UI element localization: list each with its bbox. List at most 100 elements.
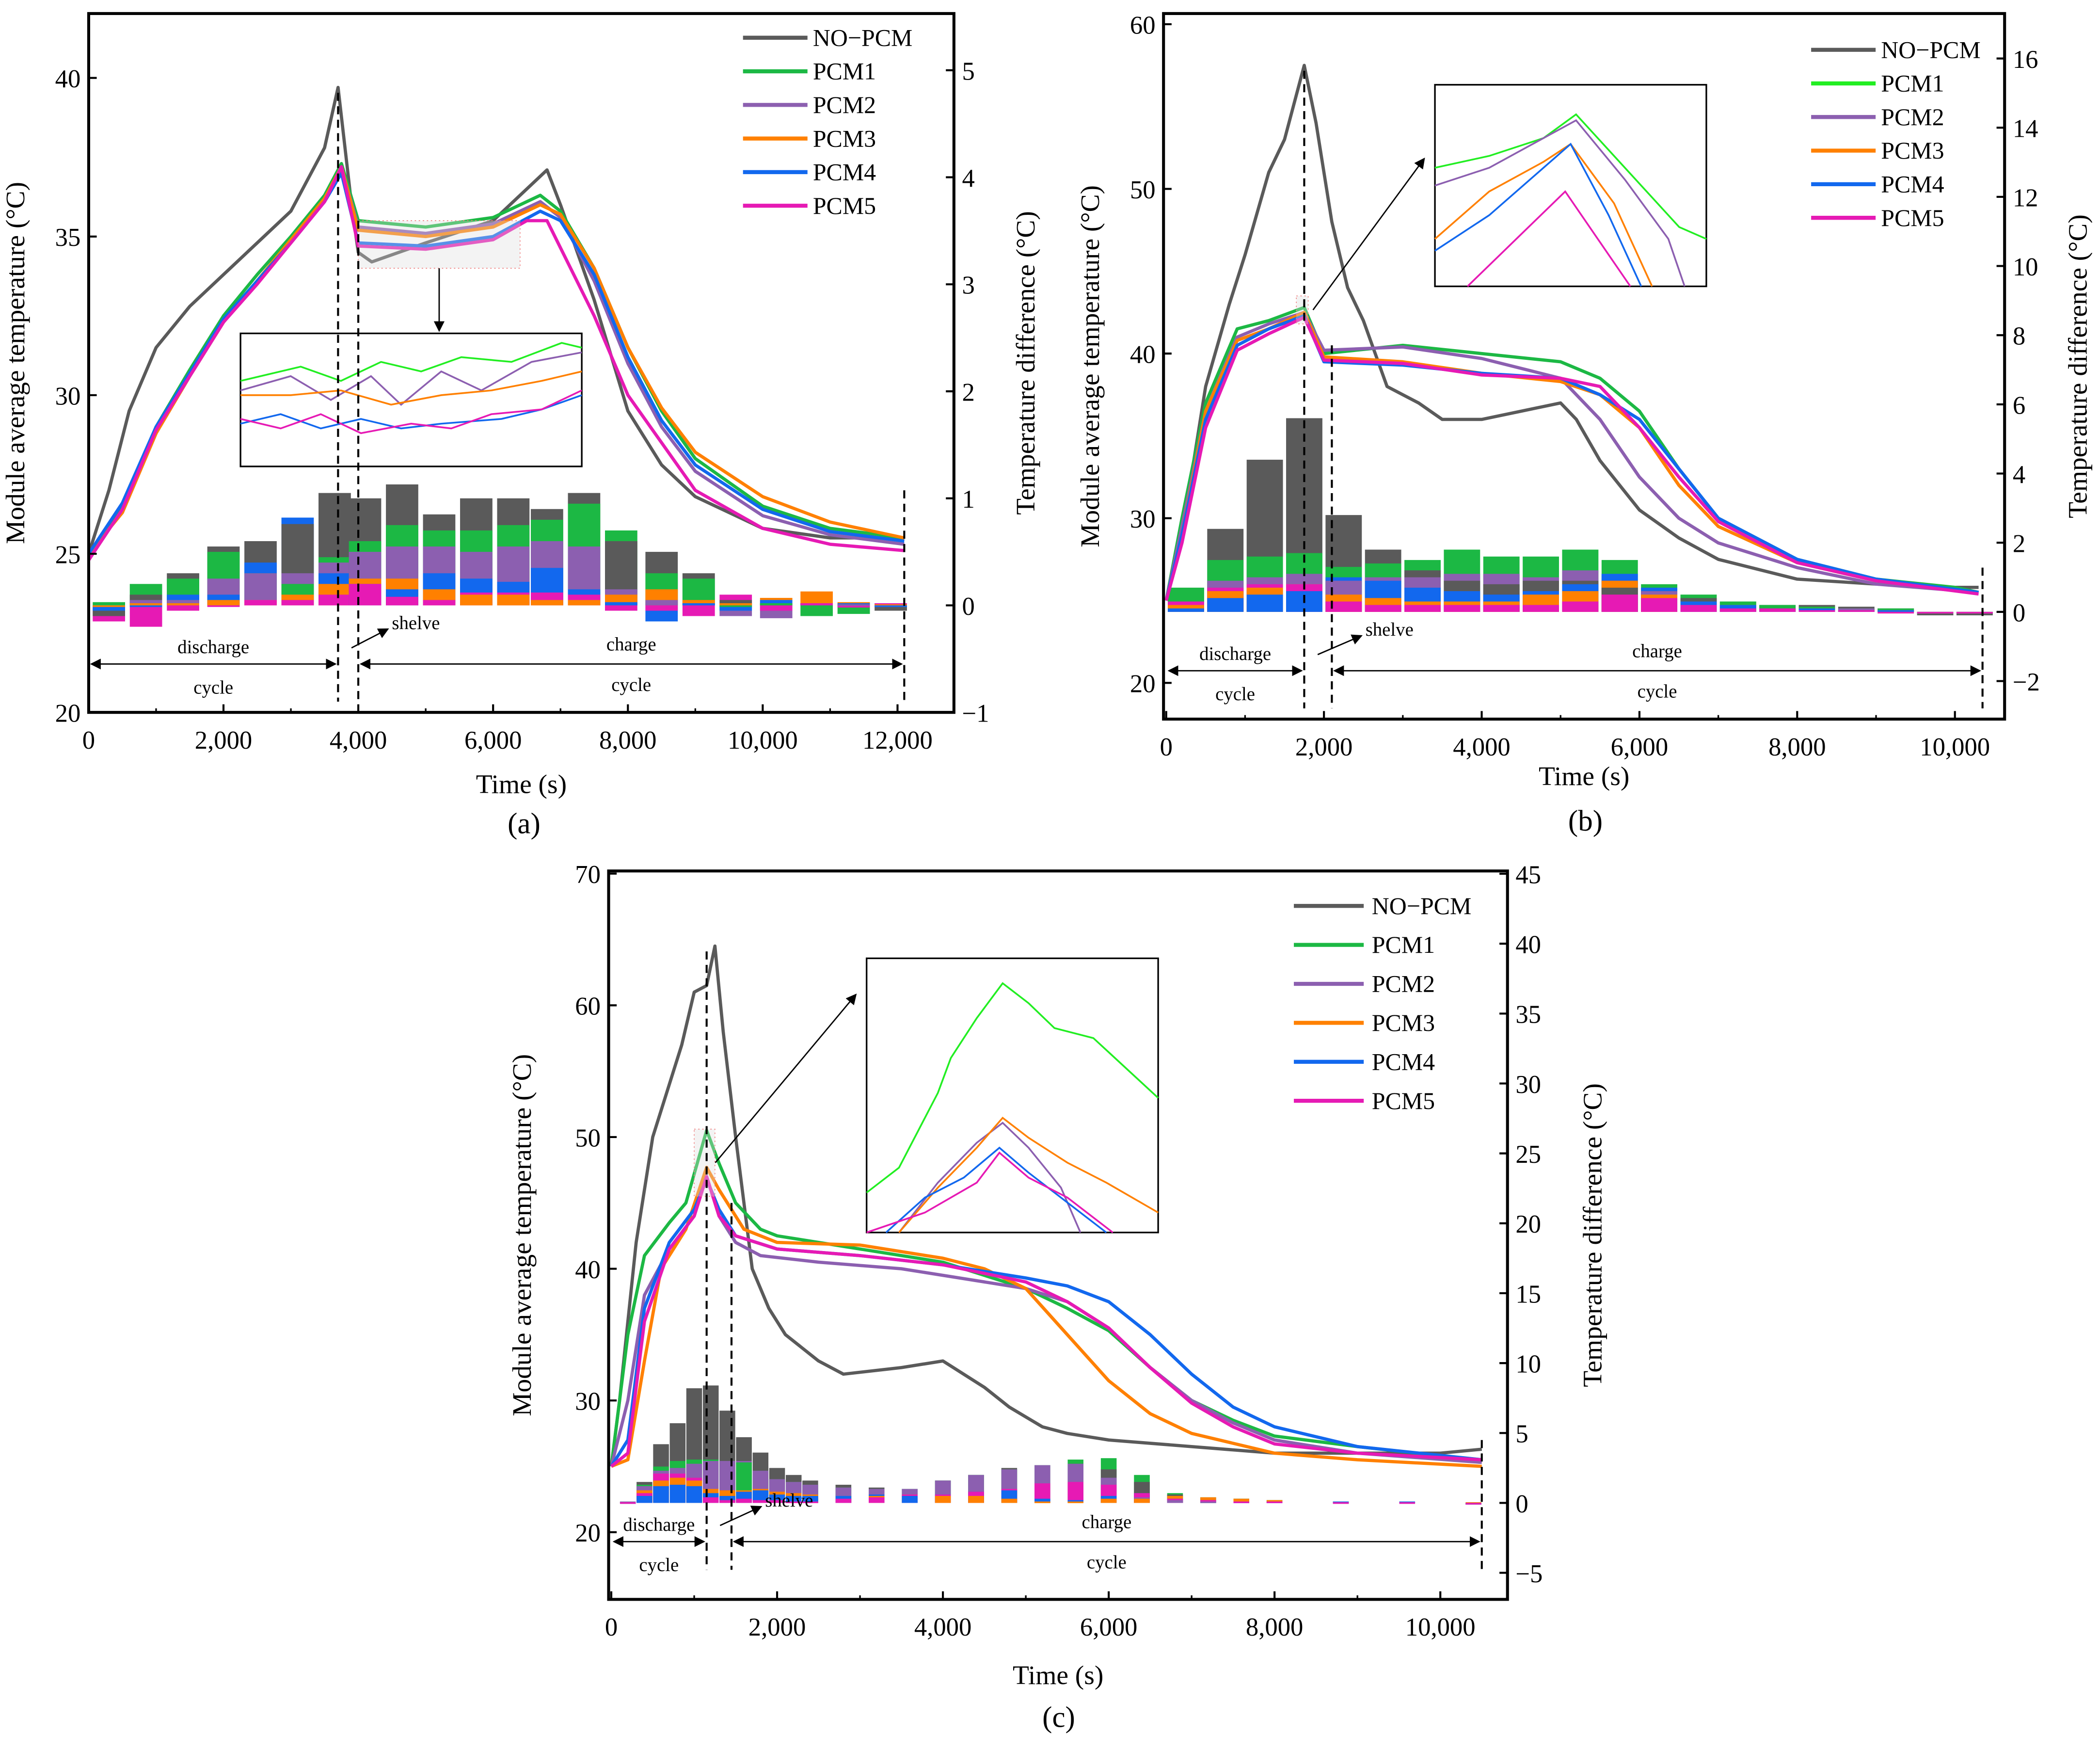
bar-pcm3 bbox=[1100, 1498, 1117, 1503]
legend-label: PCM5 bbox=[1372, 1088, 1435, 1114]
y-tick-label: 25 bbox=[55, 541, 81, 569]
legend-label: PCM1 bbox=[1372, 931, 1435, 958]
bar-pcm4 bbox=[1246, 594, 1283, 612]
bar-pcm5 bbox=[1333, 1502, 1349, 1504]
bar-pcm5 bbox=[1483, 605, 1520, 612]
inset-line-pcm2 bbox=[1434, 119, 1686, 287]
plot-frame bbox=[1162, 12, 2006, 721]
y2-tick-label: 5 bbox=[962, 57, 974, 85]
y2-tick-label: 20 bbox=[1515, 1210, 1541, 1238]
shelve-label: shelve bbox=[392, 612, 440, 633]
y-tick-label: 35 bbox=[55, 224, 81, 252]
bar-pcm5 bbox=[1719, 608, 1756, 612]
y2-tick-label: 0 bbox=[962, 593, 974, 621]
y-tick-label: 50 bbox=[575, 1124, 601, 1152]
y2-tick-label: 5 bbox=[1515, 1420, 1528, 1448]
legend-label: NO−PCM bbox=[1881, 36, 1981, 63]
bar-pcm5 bbox=[1404, 605, 1441, 612]
bar-pcm4 bbox=[129, 605, 162, 607]
y2-axis-label: Temperature difference (°C) bbox=[2063, 214, 2092, 518]
bar-pcm5 bbox=[1601, 594, 1638, 612]
x-tick-label: 10,000 bbox=[1920, 733, 1990, 761]
bar-pcm5 bbox=[1956, 611, 1993, 614]
legend-label: PCM4 bbox=[813, 159, 876, 186]
bar-pcm5 bbox=[386, 596, 418, 606]
line-pcm1 bbox=[87, 162, 905, 555]
legend-label: PCM1 bbox=[1881, 70, 1944, 97]
inset-arrow bbox=[1312, 158, 1425, 310]
bar-pcm5 bbox=[423, 600, 456, 606]
x-tick-label: 6,000 bbox=[1611, 733, 1668, 761]
bar-pcm3 bbox=[1233, 1498, 1250, 1503]
plot-frame bbox=[87, 12, 955, 714]
inset-line-pcm5 bbox=[866, 1151, 1114, 1234]
bar-pcm5 bbox=[682, 605, 715, 616]
charge-label: charge bbox=[606, 634, 656, 655]
bar-pcm5 bbox=[1266, 1501, 1283, 1503]
line-pcm4 bbox=[87, 171, 905, 555]
y-axis-label: Module average temperature (°C) bbox=[507, 1054, 537, 1416]
bar-pcm5 bbox=[837, 605, 870, 608]
line-pcm1 bbox=[609, 1129, 1482, 1467]
bar-pcm5 bbox=[129, 605, 162, 627]
legend-label: PCM3 bbox=[813, 125, 876, 152]
bar-pcm5 bbox=[786, 1501, 802, 1503]
bar-group bbox=[93, 484, 907, 627]
bar-pcm5 bbox=[1838, 610, 1875, 612]
cycle-label: cycle bbox=[1087, 1552, 1127, 1573]
bar-pcm5 bbox=[719, 1500, 735, 1503]
y-tick-label: 50 bbox=[1130, 176, 1156, 204]
y2-tick-label: 2 bbox=[2013, 530, 2025, 558]
y2-tick-label: 1 bbox=[962, 485, 974, 514]
bar-pcm2 bbox=[837, 604, 870, 606]
bar-group bbox=[1167, 418, 1993, 616]
bar-pcm5 bbox=[1562, 601, 1599, 612]
x-tick-label: 10,000 bbox=[1405, 1613, 1476, 1641]
bar-pcm4 bbox=[760, 600, 793, 606]
bar-pcm5 bbox=[869, 1497, 885, 1503]
legend-label: PCM5 bbox=[813, 193, 876, 219]
bar-pcm3 bbox=[1134, 1498, 1150, 1503]
inset-line-pcm5 bbox=[240, 389, 582, 434]
bar-pcm5 bbox=[1067, 1482, 1083, 1503]
bar-pcm5 bbox=[1365, 605, 1401, 612]
inset-line-pcm2 bbox=[898, 1122, 1082, 1233]
y-axis-label: Module average temperature (°C) bbox=[0, 182, 30, 544]
bar-pcm3 bbox=[207, 600, 240, 606]
inset-line-pcm4 bbox=[240, 394, 582, 430]
bar-pcm3 bbox=[1034, 1501, 1050, 1503]
bar-pcm4 bbox=[636, 1496, 652, 1503]
y2-tick-label: 0 bbox=[2013, 599, 2025, 627]
zoom-region bbox=[694, 1128, 716, 1197]
y2-tick-label: 35 bbox=[1515, 1001, 1541, 1029]
panel-c: discharge cycle charge cycle shelve 0 2,000 4,0… bbox=[507, 861, 1607, 1734]
shelve-label: shelve bbox=[765, 1490, 813, 1511]
discharge-label: discharge bbox=[177, 637, 249, 658]
legend-label: PCM4 bbox=[1881, 171, 1944, 198]
x-tick-label: 8,000 bbox=[599, 726, 656, 755]
bar-pcm5 bbox=[802, 1501, 818, 1503]
bar-pcm4 bbox=[786, 1496, 802, 1503]
x-axis-label: Time (s) bbox=[476, 769, 567, 799]
y-tick-label: 40 bbox=[55, 65, 81, 93]
bar-pcm3 bbox=[167, 603, 199, 606]
x-axis-label: Time (s) bbox=[1013, 1660, 1103, 1690]
panel-a: discharge cycle charge cycle shelve 0 2,000 4,0… bbox=[0, 12, 1040, 840]
bar-pcm4 bbox=[1034, 1498, 1050, 1503]
y-tick-label: 20 bbox=[575, 1519, 601, 1547]
legend-label: PCM2 bbox=[813, 92, 876, 118]
legend-label: NO−PCM bbox=[1372, 893, 1472, 919]
bar-pcm1 bbox=[93, 602, 126, 606]
bar-pcm5 bbox=[620, 1502, 636, 1504]
bar-pcm5 bbox=[1523, 605, 1559, 612]
inset-line-pcm4 bbox=[1434, 143, 1642, 287]
bar-pcm4 bbox=[1207, 598, 1244, 612]
panel-label: (c) bbox=[1042, 1702, 1075, 1734]
bar-pcm5 bbox=[281, 600, 314, 606]
inset-line-pcm4 bbox=[885, 1146, 1107, 1234]
bar-pcm2 bbox=[167, 600, 199, 606]
cycle-label: cycle bbox=[193, 677, 233, 698]
legend-label: PCM3 bbox=[1881, 137, 1944, 164]
legend-label: PCM4 bbox=[1372, 1048, 1435, 1075]
x-tick-label: 2,000 bbox=[1295, 733, 1352, 761]
